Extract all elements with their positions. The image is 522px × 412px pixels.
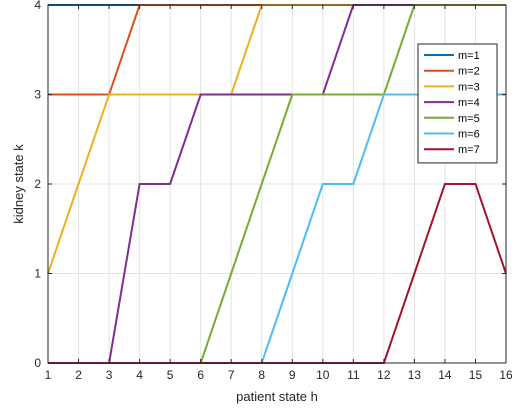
- x-tick-label: 2: [75, 368, 82, 382]
- legend-label-m5: m=5: [458, 113, 480, 125]
- x-tick-label: 15: [469, 368, 483, 382]
- x-tick-label: 1: [45, 368, 52, 382]
- legend-box: [417, 43, 498, 164]
- x-tick-label: 3: [106, 368, 113, 382]
- x-tick-label: 10: [316, 368, 330, 382]
- x-tick-label: 14: [438, 368, 452, 382]
- x-tick-label: 16: [499, 368, 513, 382]
- legend-label-m7: m=7: [458, 144, 480, 156]
- y-tick-label: 0: [34, 356, 41, 370]
- x-tick-label: 5: [167, 368, 174, 382]
- x-tick-label: 6: [197, 368, 204, 382]
- y-axis-label: kidney state k: [11, 144, 26, 224]
- legend-label-m6: m=6: [458, 129, 480, 141]
- x-tick-label: 11: [347, 368, 360, 382]
- y-tick-label: 2: [34, 177, 41, 191]
- x-axis-label: patient state h: [236, 389, 318, 404]
- x-tick-label: 8: [258, 368, 265, 382]
- x-tick-label: 12: [377, 368, 391, 382]
- x-tick-label: 9: [289, 368, 296, 382]
- x-tick-label: 13: [408, 368, 422, 382]
- y-tick-label: 1: [34, 267, 41, 281]
- y-tick-label: 4: [34, 0, 41, 12]
- x-tick-label: 7: [228, 368, 235, 382]
- legend-label-m2: m=2: [458, 66, 480, 78]
- legend-label-m1: m=1: [458, 50, 480, 62]
- legend-label-m4: m=4: [458, 97, 480, 109]
- y-tick-label: 3: [34, 88, 41, 102]
- legend-label-m3: m=3: [458, 81, 480, 93]
- legend: m=1 m=2 m=3 m=4 m=5 m=6 m=7: [417, 43, 498, 164]
- x-tick-label: 4: [136, 368, 143, 382]
